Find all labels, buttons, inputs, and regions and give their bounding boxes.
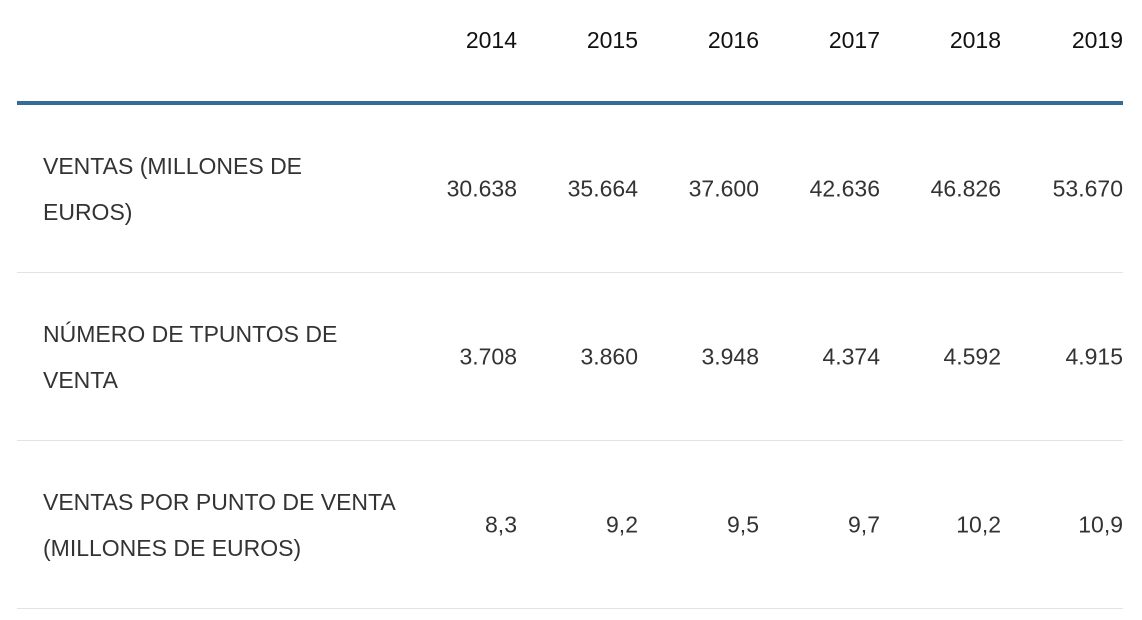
- year-header-2014: 2014: [465, 27, 517, 53]
- table-cell: 3.708: [459, 343, 517, 369]
- year-header-2015: 2015: [586, 27, 638, 53]
- table-cell: 4.915: [1065, 343, 1123, 369]
- table-cell: 9,5: [727, 511, 759, 537]
- table-cell: 3.860: [580, 343, 638, 369]
- year-header-2016: 2016: [707, 27, 759, 53]
- table-cell: 10,2: [956, 511, 1001, 537]
- table-cell: 3.948: [701, 343, 759, 369]
- table-cell: 42.636: [809, 175, 880, 201]
- sales-table: 2014 2015 2016 2017 2018 2019 VENTAS (MI…: [17, 0, 1123, 609]
- row-label-ventas: VENTAS (MILLONES DE EUROS): [43, 152, 303, 225]
- row-label-ventas-por-punto: VENTAS POR PUNTO DE VENTA (MILLONES DE E…: [43, 488, 395, 561]
- table-row: VENTAS (MILLONES DE EUROS) 30.638 35.664…: [17, 105, 1123, 273]
- year-header-2017: 2017: [828, 27, 880, 53]
- table-cell: 9,2: [606, 511, 638, 537]
- table-cell: 8,3: [485, 511, 517, 537]
- table-cell: 4.592: [943, 343, 1001, 369]
- table-cell: 10,9: [1078, 511, 1123, 537]
- table-row: NÚMERO DE TPUNTOS DE VENTA 3.708 3.860 3…: [17, 273, 1123, 441]
- year-header-2018: 2018: [949, 27, 1001, 53]
- row-label-puntos-de-venta: NÚMERO DE TPUNTOS DE VENTA: [43, 320, 338, 393]
- table-row: VENTAS POR PUNTO DE VENTA (MILLONES DE E…: [17, 441, 1123, 609]
- table-cell: 35.664: [567, 175, 638, 201]
- table-cell: 4.374: [822, 343, 880, 369]
- table-cell: 46.826: [930, 175, 1001, 201]
- table-cell: 53.670: [1052, 175, 1123, 201]
- table-header-row: 2014 2015 2016 2017 2018 2019: [17, 0, 1123, 105]
- table-cell: 30.638: [446, 175, 517, 201]
- table-cell: 37.600: [688, 175, 759, 201]
- table-cell: 9,7: [848, 511, 880, 537]
- year-header-2019: 2019: [1071, 27, 1123, 53]
